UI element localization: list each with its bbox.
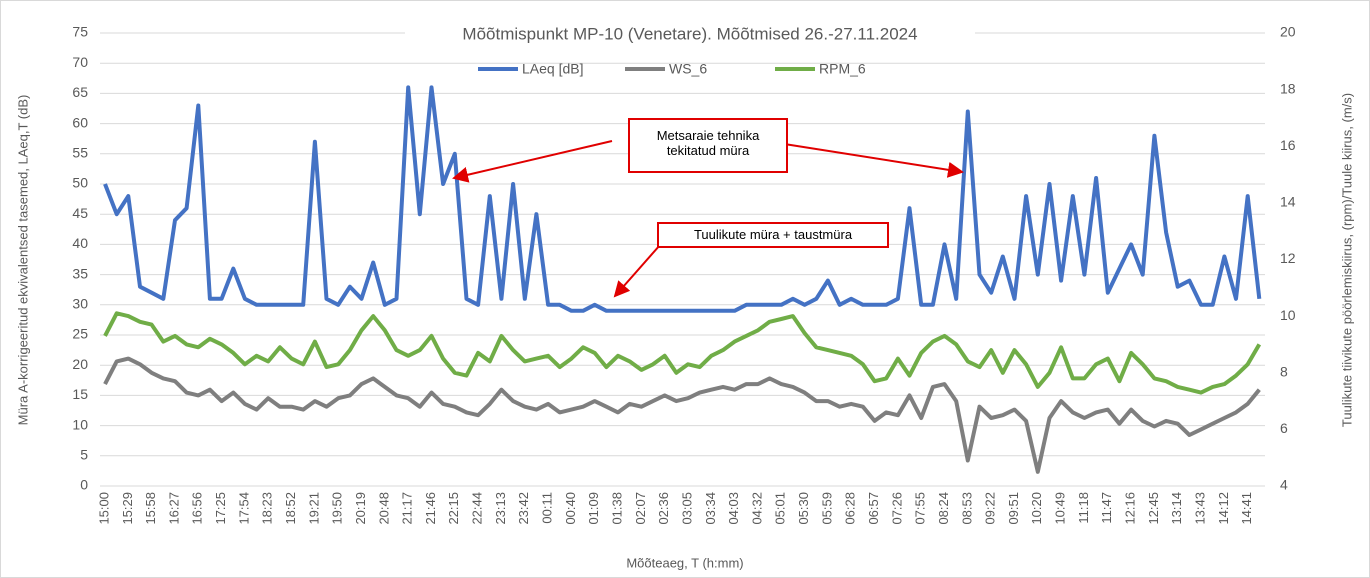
x-tick-label: 12:16: [1123, 492, 1138, 525]
y2-tick-label: 16: [1280, 137, 1296, 153]
x-tick-label: 15:58: [143, 492, 158, 525]
y2-tick-label: 10: [1280, 307, 1296, 323]
x-tick-label: 23:42: [516, 492, 531, 525]
x-tick-label: 16:27: [166, 492, 181, 525]
y-tick-label: 65: [72, 84, 88, 100]
axes: 0 5 10 15 20 25 30 35 40 45 50 55 60 65 70 75 4 6 8 10 12 14 1…: [72, 24, 1295, 525]
y-tick-label: 70: [72, 54, 88, 70]
legend-label: WS_6: [669, 61, 707, 77]
x-tick-label: 17:54: [236, 492, 251, 525]
annotation: Metsaraie tehnika tekitatud müra: [628, 118, 788, 173]
x-tick-label: 16:56: [190, 492, 205, 525]
y-tick-label: 75: [72, 24, 88, 40]
x-tick-label: 10:20: [1029, 492, 1044, 525]
x-tick-label: 13:43: [1192, 492, 1207, 525]
x-tick-label: 11:18: [1076, 492, 1091, 524]
arrow: [452, 140, 613, 183]
legend: LAeq [dB] WS_6 RPM_6: [478, 61, 866, 77]
x-tick-label: 07:26: [889, 492, 904, 525]
x-tick-label: 02:36: [656, 492, 671, 525]
legend-label: RPM_6: [819, 61, 866, 77]
x-tick-label: 12:45: [1146, 492, 1161, 525]
x-tick-label: 14:41: [1239, 492, 1254, 525]
y-tick-label: 5: [80, 447, 88, 463]
x-tick-label: 00:11: [540, 492, 555, 524]
x-tick-label: 19:50: [330, 492, 345, 525]
x-tick-label: 20:48: [376, 492, 391, 525]
x-tick-label: 15:29: [120, 492, 135, 525]
y-tick-label: 25: [72, 326, 88, 342]
x-tick-label: 23:13: [493, 492, 508, 525]
y-tick-label: 10: [72, 416, 88, 432]
x-tick-label: 05:01: [773, 492, 788, 525]
x-tick-label: 01:38: [609, 492, 624, 525]
x-tick-label: 11:47: [1099, 492, 1114, 524]
x-tick-label: 17:25: [213, 492, 228, 525]
x-tick-label: 22:15: [446, 492, 461, 525]
y-tick-label: 45: [72, 205, 88, 221]
x-tick-label: 06:28: [843, 492, 858, 525]
y-tick-label: 40: [72, 235, 88, 251]
plot: [103, 85, 1262, 474]
y2-tick-label: 18: [1280, 80, 1296, 96]
series-line: [103, 85, 1262, 313]
x-tick-label: 18:23: [260, 492, 275, 525]
y-tick-label: 35: [72, 265, 88, 281]
y-tick-label: 50: [72, 175, 88, 191]
y-tick-label: 20: [72, 356, 88, 372]
x-tick-label: 09:51: [1006, 492, 1021, 525]
title-bg: [405, 24, 975, 44]
series-line: [103, 311, 1262, 395]
x-tick-label: 03:05: [679, 492, 694, 525]
y-tick-label: 0: [80, 477, 88, 493]
y-tick-label: 30: [72, 296, 88, 312]
annotation: Tuulikute müra + taustmüra: [657, 222, 889, 248]
x-tick-label: 03:34: [703, 492, 718, 525]
x-tick-label: 14:12: [1216, 492, 1231, 525]
x-axis-title: Mõõteaeg, T (h:mm): [626, 555, 743, 570]
y2-tick-label: 4: [1280, 477, 1288, 493]
chart-title: Mõõtmispunkt MP-10 (Venetare). Mõõtmised…: [462, 24, 917, 43]
x-tick-label: 15:00: [96, 492, 111, 525]
x-tick-label: 10:49: [1053, 492, 1068, 525]
x-tick-label: 21:46: [423, 492, 438, 525]
x-tick-label: 08:24: [936, 492, 951, 525]
y2-tick-label: 14: [1280, 194, 1296, 210]
x-tick-label: 06:57: [866, 492, 881, 525]
x-tick-label: 18:52: [283, 492, 298, 525]
y2-tick-label: 20: [1280, 24, 1296, 40]
y2-tick-label: 6: [1280, 420, 1288, 436]
y2-tick-label: 12: [1280, 250, 1296, 266]
y-tick-label: 55: [72, 145, 88, 161]
arrow: [777, 142, 964, 178]
x-tick-label: 05:59: [819, 492, 834, 525]
x-tick-label: 22:44: [470, 492, 485, 525]
x-tick-label: 20:19: [353, 492, 368, 525]
x-tick-label: 01:09: [586, 492, 601, 525]
x-tick-label: 09:22: [983, 492, 998, 525]
x-tick-label: 04:03: [726, 492, 741, 525]
x-tick-label: 04:32: [749, 492, 764, 525]
x-tick-label: 08:53: [959, 492, 974, 525]
x-tick-label: 02:07: [633, 492, 648, 525]
y-tick-label: 60: [72, 114, 88, 130]
y2-axis-title: Tuulikute tiivikute pöörlemiskiirus, (rp…: [1339, 93, 1354, 427]
x-tick-label: 07:55: [913, 492, 928, 525]
y-axis-title: Müra A-korrigeeritud ekvivalentsed tasem…: [15, 95, 30, 426]
x-tick-label: 13:14: [1169, 492, 1184, 525]
legend-label: LAeq [dB]: [522, 61, 584, 77]
y2-tick-label: 8: [1280, 363, 1288, 379]
x-tick-label: 05:30: [796, 492, 811, 525]
arrow: [613, 244, 661, 298]
x-tick-label: 19:21: [306, 492, 321, 525]
x-tick-label: 21:17: [400, 492, 415, 525]
y-tick-label: 15: [72, 386, 88, 402]
x-tick-label: 00:40: [563, 492, 578, 525]
series-line: [103, 356, 1261, 474]
